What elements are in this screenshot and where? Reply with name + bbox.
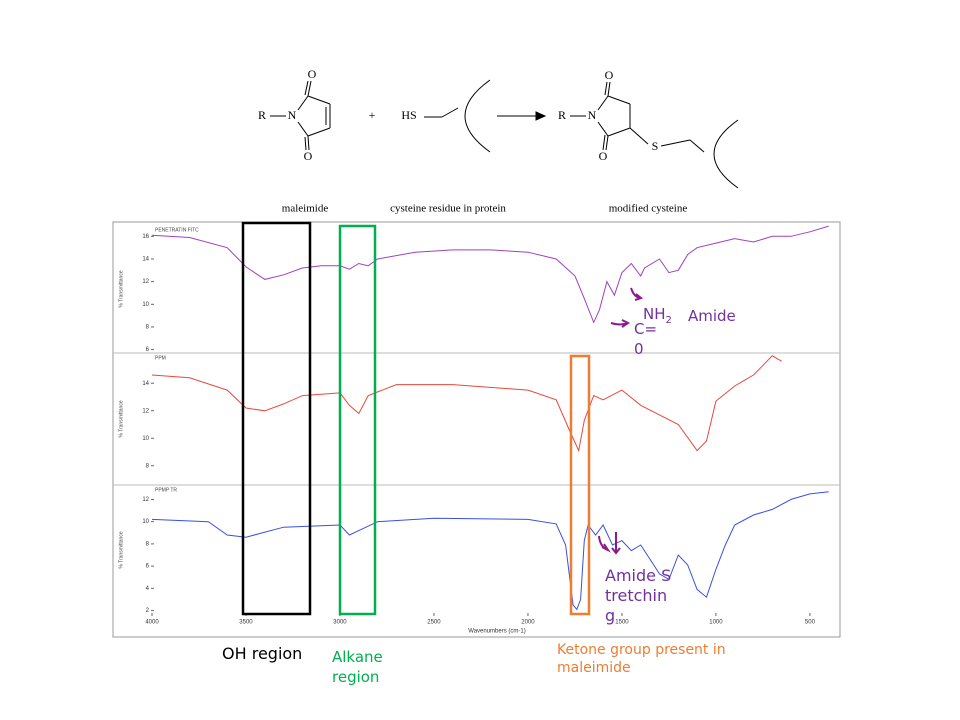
y-axis-label: % Transmittance (118, 400, 124, 437)
atom: HS (401, 108, 416, 122)
y-tick-label: 2 (146, 608, 150, 614)
y-tick-label: 6 (146, 347, 150, 353)
x-tick-label: 1000 (709, 620, 723, 626)
spectrum-line (151, 355, 782, 453)
panel-title: PENETRATIN FITC (155, 227, 199, 233)
alkane-region-box (338, 224, 377, 616)
annotation: NH (643, 305, 666, 323)
atom: O (599, 149, 608, 163)
panel-title: PPMP TR (155, 487, 177, 493)
atom: R (558, 108, 566, 122)
y-axis-label: % Transmittance (118, 531, 124, 568)
annotation: OH region (222, 644, 303, 663)
annotation: C= 0 (634, 320, 658, 358)
x-tick-label: 3500 (239, 620, 253, 626)
oh-region-box (241, 221, 312, 616)
reaction-labels: R N O O + HS R N O O S maleimide cystein… (258, 67, 687, 215)
annotation: NH2 (643, 305, 672, 327)
annotation: Amide (688, 307, 736, 325)
plus: + (369, 108, 376, 122)
atom: R (258, 108, 266, 122)
x-axis-label: Wavenumbers (cm-1) (468, 629, 525, 635)
reaction-scheme (270, 79, 739, 189)
y-tick-label: 16 (142, 234, 149, 240)
x-tick-label: 500 (805, 620, 816, 626)
y-tick-label: 12 (142, 279, 149, 285)
x-tick-label: 2000 (521, 620, 535, 626)
x-tick-label: 1500 (615, 620, 629, 626)
y-tick-label: 14 (142, 381, 149, 387)
y-tick-label: 12 (142, 497, 149, 503)
y-tick-label: 10 (142, 519, 149, 525)
atom: O (605, 68, 614, 82)
compound-label: cysteine residue in protein (390, 203, 506, 215)
atom: N (288, 108, 297, 122)
spectrum-line (151, 491, 829, 611)
y-tick-label: 10 (142, 436, 149, 442)
y-tick-label: 8 (146, 541, 150, 547)
y-tick-label: 8 (146, 325, 150, 331)
spectrum-line (151, 225, 829, 324)
y-tick-label: 8 (146, 463, 150, 469)
y-tick-label: 12 (142, 408, 149, 414)
spectra: PENETRATIN FITC % Transmittance 6 8 10 12 14 16… (118, 225, 829, 635)
y-tick-label: 6 (146, 564, 150, 570)
annotation: Ketone group present in maleimide (557, 642, 726, 677)
y-tick-label: 14 (142, 257, 149, 263)
atom: N (588, 108, 597, 122)
atom: O (304, 149, 313, 163)
annotation: Alkane region (332, 648, 383, 686)
atom: S (652, 139, 659, 153)
x-tick-label: 2500 (427, 620, 441, 626)
arrows (598, 287, 644, 555)
y-axis-label: % Transmittance (118, 270, 124, 307)
compound-label: modified cysteine (609, 203, 688, 215)
ketone-box (569, 354, 591, 616)
x-tick-label: 4000 (145, 620, 159, 626)
compound-label: maleimide (282, 203, 329, 215)
chart-frame (112, 221, 841, 638)
y-tick-label: 10 (142, 302, 149, 308)
annotation: 2 (665, 315, 672, 326)
annotation: Amide Stretching (605, 566, 672, 625)
x-tick-label: 3000 (333, 620, 347, 626)
panel-title: PPM (155, 355, 166, 361)
atom: O (308, 67, 317, 81)
y-tick-label: 4 (146, 586, 150, 592)
